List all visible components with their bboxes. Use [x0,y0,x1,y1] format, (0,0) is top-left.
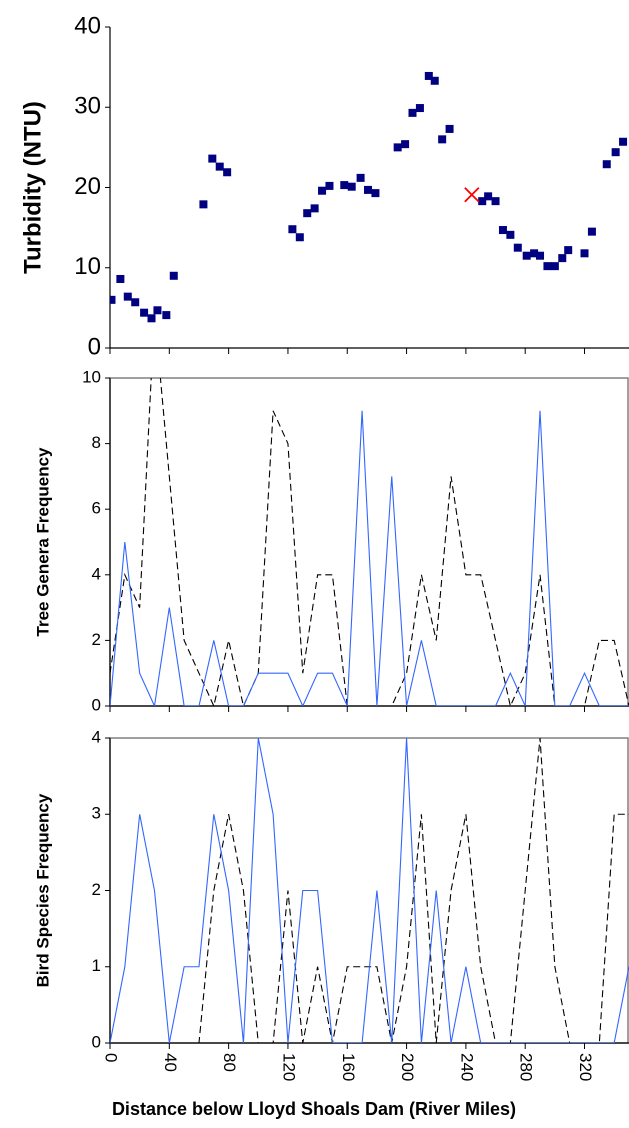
plot-area [110,378,629,706]
point-marker [169,271,178,280]
x-tick-label: 160 [339,1053,358,1081]
y-tick-label: 20 [74,173,101,200]
y-tick-label: 4 [92,564,101,583]
point-marker [543,262,552,271]
point-marker [438,135,447,144]
point-marker [393,143,402,152]
point-marker [415,104,424,113]
point-marker [522,251,531,260]
point-marker [116,274,125,283]
point-marker [484,192,493,201]
point-marker [147,314,156,323]
point-marker [464,187,480,203]
point-marker [288,225,297,234]
x-tick-label: 240 [457,1053,476,1081]
x-axis-title: Distance below Lloyd Shoals Dam (River M… [112,1099,516,1119]
x-tick-label: 280 [517,1053,536,1081]
point-marker [564,246,573,255]
y-tick-label: 0 [92,695,101,714]
y-tick-label: 2 [92,880,101,899]
point-marker [340,181,349,190]
point-marker [424,71,433,80]
y-tick-label: 3 [92,804,101,823]
point-marker [401,140,410,149]
x-tick-label: 80 [220,1053,239,1072]
point-marker [558,254,567,263]
point-marker [310,204,319,213]
point-marker [371,189,380,198]
plot-area [110,71,628,323]
y-tick-label: 30 [74,93,101,120]
point-marker [223,168,232,177]
x-tick-label: 0 [102,1053,121,1062]
point-marker [530,249,539,258]
point-marker [408,108,417,117]
point-marker [208,154,217,163]
point-marker [602,160,611,169]
point-marker [303,209,312,218]
y-tick-label: 4 [92,727,101,746]
plot-area [110,738,629,1043]
point-marker [550,262,559,271]
point-marker [140,308,149,317]
point-marker [356,173,365,182]
point-marker [295,233,304,242]
point-marker [506,230,515,239]
series-line [110,738,629,1043]
point-marker [123,292,132,301]
point-marker [580,249,589,258]
y-axis-title: Turbidity (NTU) [19,101,46,274]
x-tick-label: 120 [279,1053,298,1081]
point-marker [153,306,162,315]
point-marker [587,227,596,236]
point-marker [513,243,522,252]
y-tick-label: 40 [74,12,101,39]
y-axis-title: Bird Species Frequency [33,793,52,987]
series-line [110,738,629,1043]
y-axis-title: Tree Genera Frequency [33,447,52,637]
point-marker [215,162,224,171]
series-line [110,378,629,706]
y-tick-label: 10 [74,253,101,280]
point-marker [445,124,454,133]
point-marker [110,295,116,304]
point-marker [199,200,208,209]
y-tick-label: 6 [92,499,101,518]
y-tick-label: 2 [92,630,101,649]
point-marker [611,148,620,157]
y-tick-label: 8 [92,433,101,452]
y-tick-label: 10 [82,367,101,386]
point-marker [162,311,171,320]
y-tick-label: 1 [92,956,101,975]
y-tick-label: 0 [88,333,101,360]
point-marker [131,298,140,307]
point-marker [318,186,327,195]
point-marker [364,185,373,194]
point-marker [325,181,334,190]
x-tick-label: 320 [576,1053,595,1081]
x-tick-label: 200 [398,1053,417,1081]
point-marker [430,76,439,85]
point-marker [619,137,628,146]
y-tick-label: 0 [92,1032,101,1051]
x-tick-label: 40 [161,1053,180,1072]
series-line [110,410,629,706]
point-marker [478,197,487,206]
point-marker [491,197,500,206]
point-marker [498,226,507,235]
point-marker [347,182,356,191]
point-marker [536,251,545,260]
